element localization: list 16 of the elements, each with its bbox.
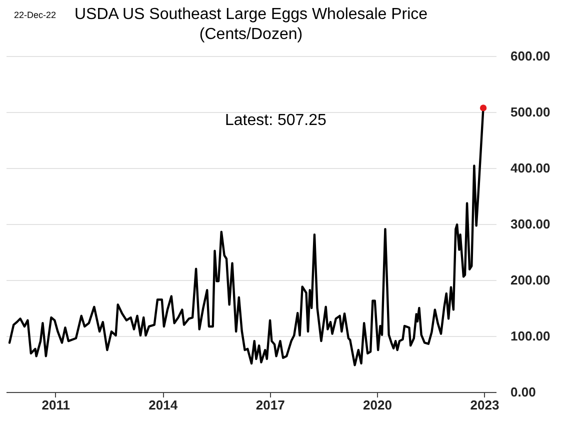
y-tick-label: 400.00 xyxy=(510,160,550,176)
x-tick-label: 2020 xyxy=(363,398,392,412)
chart-title: USDA US Southeast Large Eggs Wholesale Price xyxy=(74,6,428,23)
y-tick-label: 600.00 xyxy=(510,48,550,64)
y-tick-label: 200.00 xyxy=(510,272,550,288)
x-tick-label: 2014 xyxy=(148,398,178,412)
y-tick-label: 0.00 xyxy=(510,384,536,400)
annotation: Latest: 507.25 xyxy=(225,112,326,130)
x-tick-label: 2011 xyxy=(42,398,70,412)
text: 22-Dec-22 xyxy=(14,10,56,20)
y-tick-label: 500.00 xyxy=(510,104,550,120)
y-tick-label: 300.00 xyxy=(510,216,550,232)
y-tick-label: 100.00 xyxy=(510,328,550,344)
chart-subtitle: (Cents/Dozen) xyxy=(199,26,303,43)
x-tick-label: 2023 xyxy=(470,398,500,412)
x-tick-label: 2017 xyxy=(256,398,285,412)
